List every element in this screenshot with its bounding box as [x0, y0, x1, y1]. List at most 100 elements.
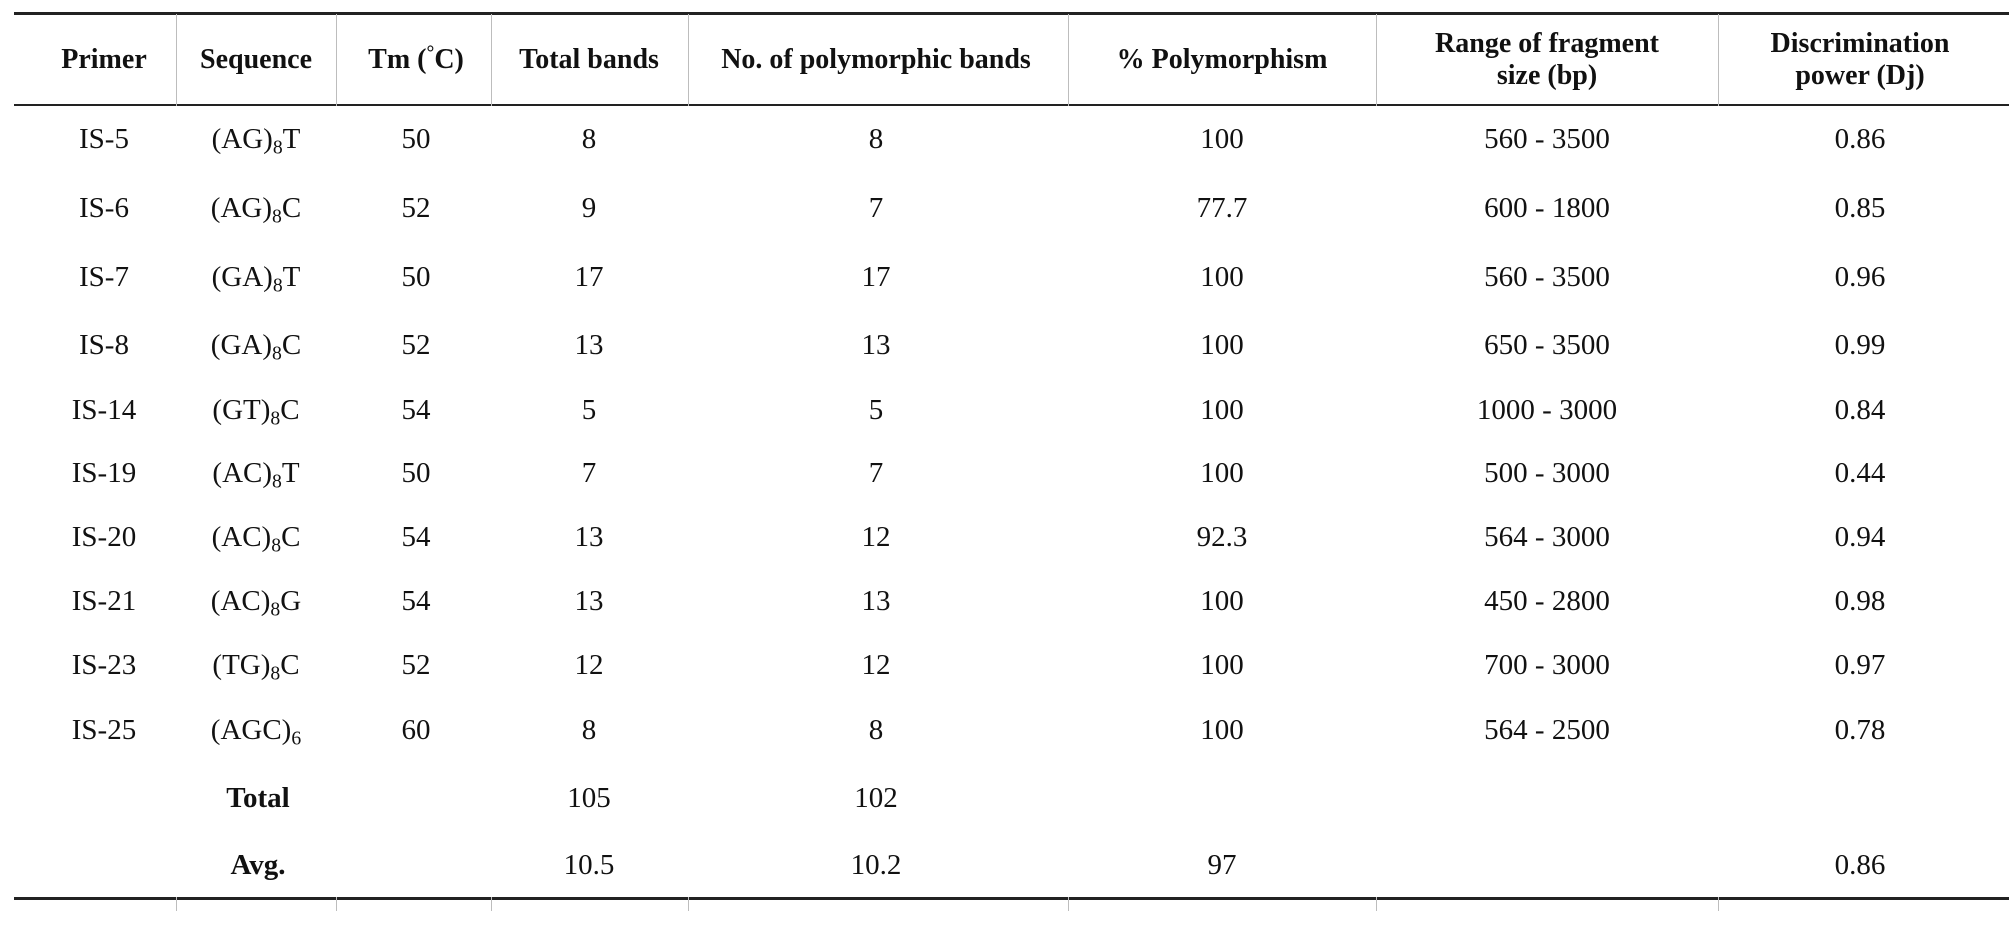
sequence-motif: (GA): [211, 261, 273, 294]
cell-fragment-range: 450 - 2800: [1484, 585, 1610, 618]
cell-fragment-range: 564 - 2500: [1484, 714, 1610, 747]
cell-primer: IS-8: [79, 329, 129, 362]
cell-total-bands: 8: [581, 123, 597, 156]
header-discrimination-power: Discrimination power (Dj): [1771, 28, 1950, 92]
total-row-total-bands: 105: [567, 782, 611, 815]
cell-sequence: (AG)8C: [210, 192, 302, 228]
table-bottom-rule: [14, 897, 2009, 900]
cell-total-bands: 9: [581, 192, 597, 225]
cell-polymorphism: 100: [1200, 457, 1244, 490]
sequence-repeat-count: 8: [270, 407, 281, 430]
header-fragment-range: Range of fragment size (bp): [1435, 28, 1659, 92]
cell-tm: 52: [401, 192, 431, 225]
sequence-anchor: C: [281, 521, 301, 554]
sequence-motif: (AC): [212, 457, 273, 490]
sequence-motif: (AC): [210, 585, 271, 618]
avg-row-total-bands: 10.5: [563, 849, 615, 882]
header-polymorphism: % Polymorphism: [1116, 43, 1328, 75]
header-sequence: Sequence: [200, 43, 312, 75]
table-top-rule: [14, 12, 2009, 15]
cell-primer: IS-20: [71, 521, 137, 554]
cell-fragment-range: 564 - 3000: [1484, 521, 1610, 554]
cell-primer: IS-21: [71, 585, 137, 618]
sequence-anchor: C: [281, 192, 302, 225]
cell-discrimination-power: 0.44: [1834, 457, 1886, 490]
cell-tm: 50: [401, 123, 431, 156]
column-divider: [336, 897, 337, 911]
cell-total-bands: 13: [574, 521, 604, 554]
header-fragment-range-line1: Range of fragment: [1435, 27, 1659, 59]
sequence-repeat-count: 8: [272, 274, 283, 297]
sequence-repeat-count: 8: [272, 205, 282, 228]
cell-tm: 54: [401, 394, 431, 427]
column-divider: [176, 14, 177, 106]
cell-tm: 60: [401, 714, 431, 747]
cell-polymorphic-bands: 7: [868, 457, 884, 490]
sequence-motif: (AG): [210, 192, 272, 225]
cell-fragment-range: 500 - 3000: [1484, 457, 1610, 490]
cell-fragment-range: 650 - 3500: [1484, 329, 1610, 362]
cell-primer: IS-23: [71, 649, 137, 682]
header-tm: Tm (°C): [368, 44, 464, 76]
cell-polymorphism: 100: [1200, 261, 1244, 294]
cell-polymorphic-bands: 13: [861, 329, 891, 362]
cell-discrimination-power: 0.98: [1834, 585, 1886, 618]
sequence-repeat-count: 6: [291, 727, 302, 750]
sequence-anchor: C: [281, 329, 302, 362]
sequence-repeat-count: 8: [272, 342, 282, 365]
cell-discrimination-power: 0.99: [1834, 329, 1886, 362]
sequence-anchor: T: [281, 457, 300, 490]
header-tm-prefix: Tm (: [368, 43, 427, 75]
column-divider: [1376, 897, 1377, 911]
cell-discrimination-power: 0.96: [1834, 261, 1886, 294]
header-tm-suffix: C): [434, 43, 464, 75]
cell-polymorphic-bands: 12: [861, 521, 891, 554]
sequence-repeat-count: 8: [270, 598, 281, 621]
cell-polymorphism: 100: [1200, 123, 1244, 156]
cell-sequence: (AC)8C: [211, 521, 301, 557]
cell-sequence: (GT)8C: [212, 394, 299, 430]
cell-total-bands: 13: [574, 329, 604, 362]
cell-sequence: (TG)8C: [212, 649, 300, 683]
cell-fragment-range: 700 - 3000: [1484, 649, 1610, 682]
cell-polymorphic-bands: 12: [861, 649, 891, 682]
sequence-anchor: C: [280, 649, 300, 682]
column-divider: [1376, 14, 1377, 106]
header-discrimination-line1: Discrimination: [1770, 27, 1950, 59]
cell-polymorphic-bands: 13: [861, 585, 891, 618]
sequence-motif: (GT): [212, 394, 271, 427]
column-divider: [1068, 897, 1069, 911]
cell-sequence: (GA)8T: [211, 261, 301, 297]
cell-primer: IS-5: [79, 123, 129, 156]
cell-primer: IS-14: [71, 394, 137, 427]
sequence-anchor: T: [282, 123, 301, 156]
cell-total-bands: 13: [574, 585, 604, 618]
sequence-anchor: G: [280, 585, 302, 618]
cell-sequence: (AGC)6: [211, 714, 302, 750]
header-discrimination-line2: power (Dj): [1795, 60, 1925, 91]
cell-polymorphism: 100: [1200, 329, 1244, 362]
cell-primer: IS-19: [71, 457, 137, 490]
cell-total-bands: 8: [581, 714, 597, 747]
table-header-rule: [14, 104, 2009, 106]
sequence-repeat-count: 8: [271, 534, 282, 557]
cell-polymorphism: 100: [1200, 649, 1244, 682]
column-divider: [491, 897, 492, 911]
header-polymorphic-bands: No. of polymorphic bands: [721, 43, 1031, 75]
cell-total-bands: 5: [581, 394, 597, 427]
cell-sequence: (AG)8T: [211, 123, 301, 157]
sequence-motif: (AC): [211, 521, 272, 554]
cell-total-bands: 17: [574, 261, 604, 294]
sequence-repeat-count: 8: [272, 470, 282, 493]
cell-discrimination-power: 0.94: [1834, 521, 1886, 554]
avg-row-discrimination-power: 0.86: [1834, 849, 1886, 882]
cell-sequence: (GA)8C: [211, 329, 302, 365]
cell-total-bands: 7: [581, 457, 597, 490]
cell-tm: 54: [401, 585, 431, 618]
cell-polymorphic-bands: 8: [868, 714, 884, 747]
sequence-motif: (AG): [211, 123, 273, 156]
avg-row-polymorphic-bands: 10.2: [850, 849, 902, 882]
cell-primer: IS-25: [71, 714, 137, 747]
avg-row-polymorphism: 97: [1207, 849, 1237, 882]
